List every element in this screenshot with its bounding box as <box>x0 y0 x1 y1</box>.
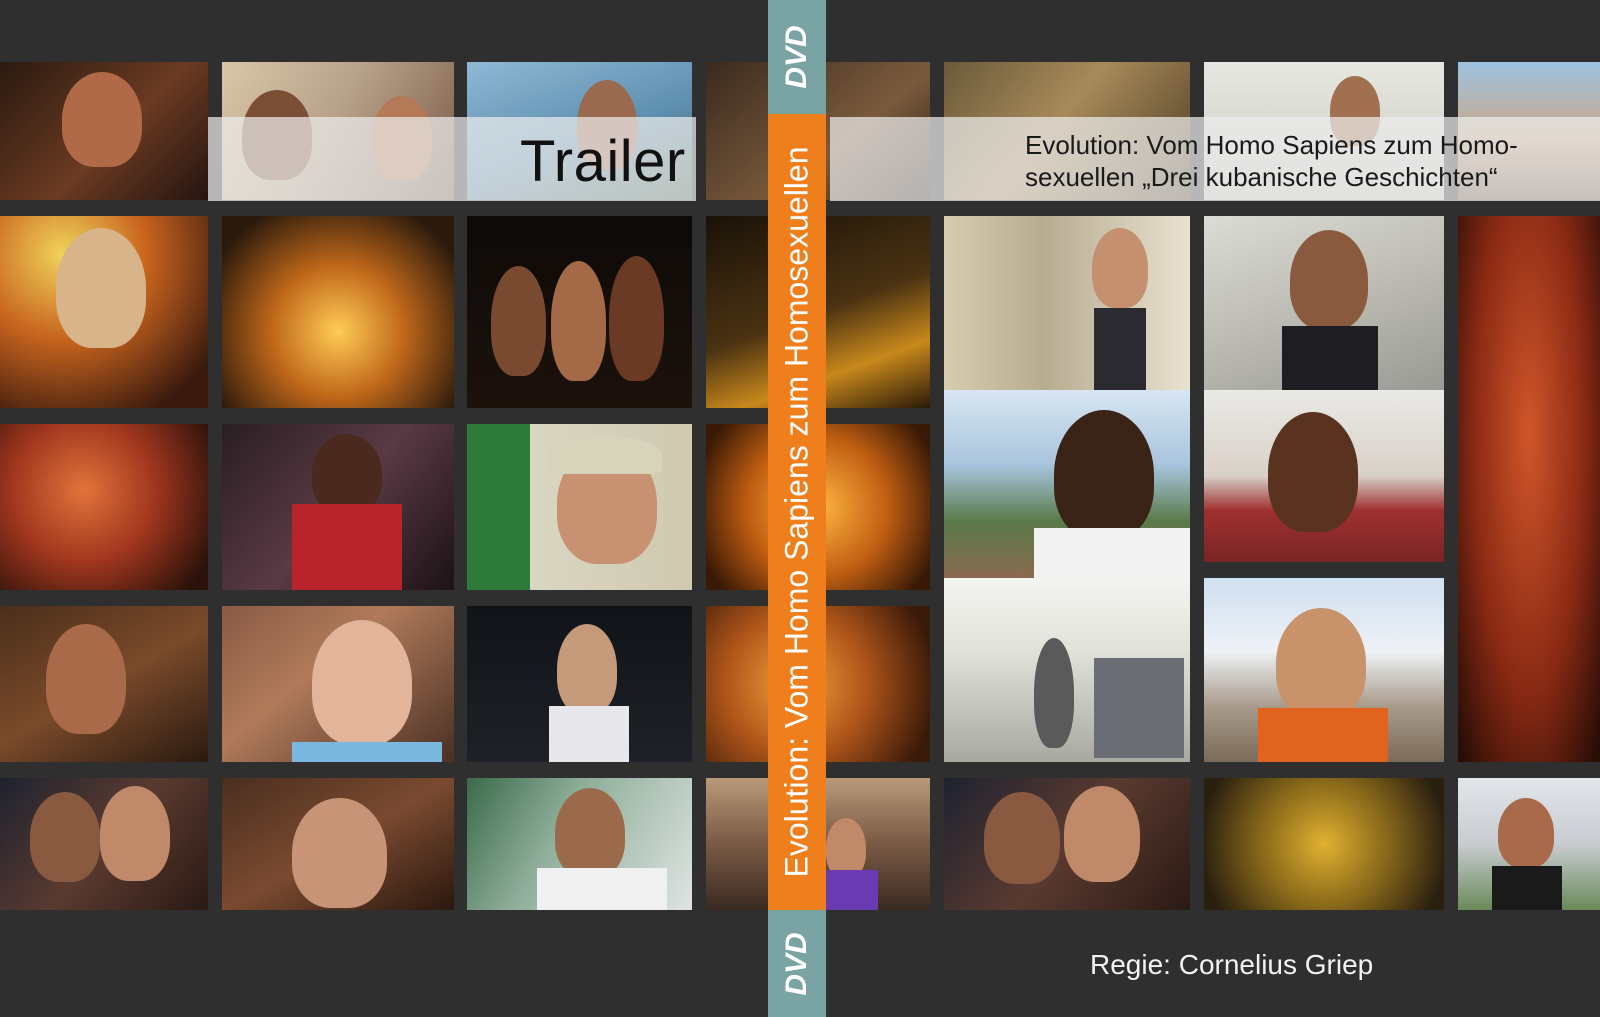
photo-bald-man <box>222 606 454 762</box>
spine-dvd-bottom: DVD <box>768 910 826 1017</box>
spine-title-strip: Evolution: Vom Homo Sapiens zum Homosexu… <box>768 114 826 910</box>
spine-dvd-top-label: DVD <box>780 25 813 89</box>
photo-blonde-dancer <box>0 216 208 408</box>
photo-woman-brick <box>222 778 454 910</box>
title-line-2: sexuellen „Drei kubanische Geschichten“ <box>1025 162 1498 192</box>
photo-night-girls <box>467 606 692 762</box>
photo-kiss-front <box>944 778 1190 910</box>
spine-dvd-top: DVD <box>768 0 826 114</box>
trailer-label: Trailer <box>520 129 686 194</box>
photo-woman-microphone <box>467 778 692 910</box>
title-line-1: Evolution: Vom Homo Sapiens zum Homo- <box>1025 130 1518 160</box>
photo-party-crowd <box>0 424 208 590</box>
spine-dvd-bottom-label: DVD <box>780 931 813 996</box>
photo-shirtless-kitchen <box>944 216 1190 390</box>
title-band <box>830 117 1600 201</box>
photo-woman-sunglasses <box>1458 778 1600 910</box>
photo-man-dark-shirt <box>0 62 208 200</box>
photo-man-orange-tank <box>1204 578 1444 762</box>
photo-three-dancers <box>467 216 692 408</box>
spine-title-label: Evolution: Vom Homo Sapiens zum Homosexu… <box>778 146 815 878</box>
photo-group-courtyard <box>944 578 1190 762</box>
photo-man-red-shirt <box>222 424 454 590</box>
director-credit: Regie: Cornelius Griep <box>1090 949 1374 980</box>
photo-woman-earrings <box>0 606 208 762</box>
photo-man-tank-top <box>1204 216 1444 390</box>
photo-man-sunglasses-sky <box>944 390 1190 578</box>
photo-kiss <box>0 778 208 910</box>
photo-club-crowd <box>1204 778 1444 910</box>
photo-dancing-crowd-tall <box>1458 216 1600 762</box>
photo-crowd-lights <box>222 216 454 408</box>
photo-wet-man <box>1204 390 1444 562</box>
photo-man-cap <box>467 424 692 590</box>
trailer-band <box>208 117 696 201</box>
